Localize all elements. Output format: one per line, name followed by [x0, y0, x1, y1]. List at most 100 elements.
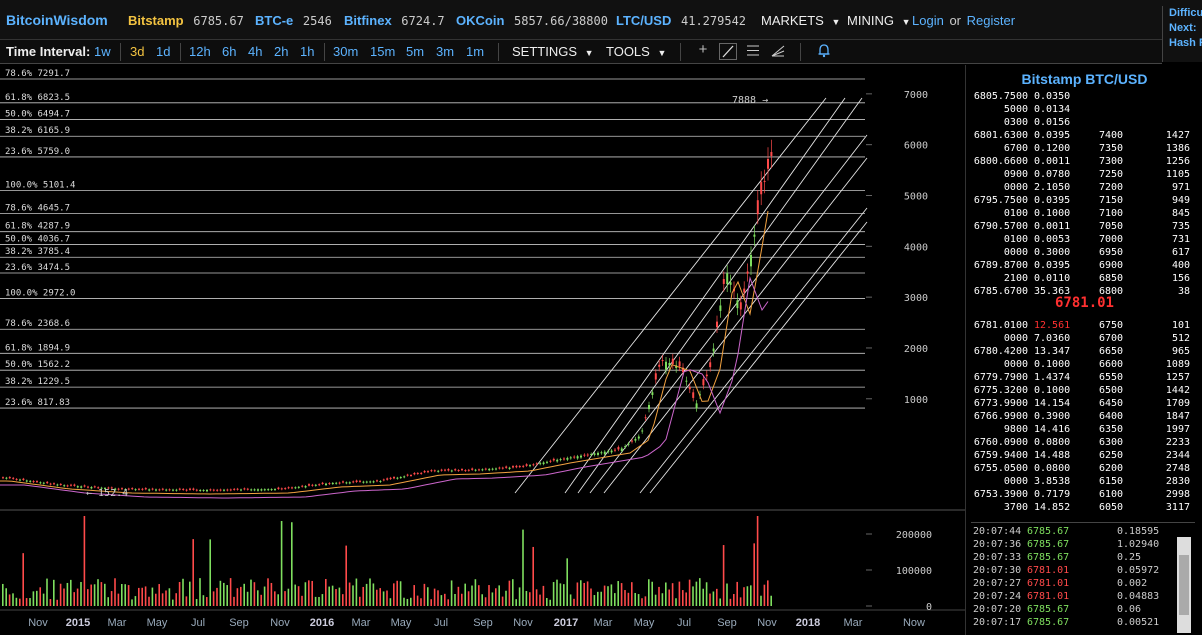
bid-row[interactable]: 3700 14.852 6050 3117 — [966, 502, 1196, 515]
ask-row[interactable]: 6801.6300 0.0395 7400 1427 — [966, 130, 1196, 143]
volume-bar — [287, 588, 290, 606]
interval-15m[interactable]: 15m — [370, 44, 396, 59]
bid-row[interactable]: 0000 7.0360 6700 512 — [966, 333, 1196, 346]
ask-row[interactable]: 6805.7500 0.0350 — [966, 91, 1196, 104]
interval-3m[interactable]: 3m — [436, 44, 455, 59]
ticker-okcoin[interactable]: OKCoin 5857.66/38800 — [456, 13, 608, 28]
ask-row[interactable]: 5000 0.0134 — [966, 104, 1196, 117]
candle — [348, 481, 351, 485]
ask-row[interactable]: 6790.5700 0.0011 7050 735 — [966, 221, 1196, 234]
candle-body — [695, 403, 698, 409]
bid-row[interactable]: 6780.4200 13.347 6650 965 — [966, 346, 1196, 359]
ask-row[interactable]: 2100 0.0110 6850 156 — [966, 273, 1196, 286]
candle-body — [423, 470, 426, 473]
scrollbar-thumb[interactable] — [1179, 555, 1189, 615]
ticker-bitfinex[interactable]: Bitfinex 6724.7 — [344, 13, 445, 28]
trades-scrollbar[interactable] — [1177, 537, 1191, 633]
ticker-ltcusd[interactable]: LTC/USD 41.279542 — [616, 13, 746, 28]
bid-row[interactable]: 0000 0.1000 6600 1089 — [966, 359, 1196, 372]
ask-row[interactable]: 0100 0.1000 7100 845 — [966, 208, 1196, 221]
trade-amount: 0.002 — [1117, 578, 1148, 589]
bid-row[interactable]: 6755.0500 0.0800 6200 2748 — [966, 463, 1196, 476]
candle-body — [287, 487, 290, 489]
settings-menu[interactable]: SETTINGS ▼ — [512, 44, 594, 59]
or-text: or — [949, 13, 961, 28]
interval-6h[interactable]: 6h — [222, 44, 237, 59]
bid-row[interactable]: 9800 14.416 6350 1997 — [966, 424, 1196, 437]
ask-row[interactable]: 6700 0.1200 7350 1386 — [966, 143, 1196, 156]
candle-body — [372, 481, 375, 483]
bid-row[interactable]: 6766.9900 0.3900 6400 1847 — [966, 411, 1196, 424]
ask-amount: 0.0395 — [1034, 195, 1071, 206]
ask-row[interactable]: 6785.6700 35.363 6800 38 — [966, 286, 1196, 299]
candle-body — [158, 489, 161, 491]
price-chart[interactable]: 100.0% 7888.078.6% 7291.761.8% 6823.550.… — [0, 65, 965, 635]
interval-12h[interactable]: 12h — [189, 44, 211, 59]
ticker-btce[interactable]: BTC-e 2546 — [255, 13, 332, 28]
interval-4h[interactable]: 4h — [248, 44, 263, 59]
register-link[interactable]: Register — [966, 13, 1016, 28]
ask-row[interactable]: 0900 0.0780 7250 1105 — [966, 169, 1196, 182]
volume-bar — [325, 578, 327, 606]
ask-row[interactable]: 6800.6600 0.0011 7300 1256 — [966, 156, 1196, 169]
ask-row[interactable]: 0300 0.0156 — [966, 117, 1196, 130]
interval-1w[interactable]: 1w — [94, 44, 111, 59]
ask-row[interactable]: 0000 2.1050 7200 971 — [966, 182, 1196, 195]
candle-body — [702, 379, 705, 386]
volume-bar — [433, 588, 436, 606]
candle — [144, 487, 147, 491]
bid-price: 6775.3200 — [973, 385, 1028, 396]
interval-1h[interactable]: 1h — [300, 44, 315, 59]
volume-bar — [195, 599, 198, 606]
ask-row[interactable]: 6795.7500 0.0395 7150 949 — [966, 195, 1196, 208]
bid-row[interactable]: 6759.9400 14.488 6250 2344 — [966, 450, 1196, 463]
ticker-name: LTC/USD — [616, 13, 672, 28]
trade-row: 20:07:36 6785.67 1.02940 — [971, 539, 1176, 552]
trade-price: 6781.01 — [1027, 565, 1070, 576]
alert-bell-icon[interactable] — [815, 43, 833, 60]
chevron-down-icon: ▼ — [584, 48, 594, 58]
markets-menu[interactable]: MARKETS ▼ — [761, 13, 840, 28]
interval-3d[interactable]: 3d — [130, 44, 145, 59]
volume-bar — [199, 578, 201, 606]
depth-price: 6300 — [1099, 437, 1124, 448]
site-logo[interactable]: BitcoinWisdom — [6, 12, 108, 28]
bid-row[interactable]: 6773.9900 14.154 6450 1709 — [966, 398, 1196, 411]
interval-30m[interactable]: 30m — [333, 44, 359, 59]
volume-bar — [508, 580, 511, 606]
interval-5m[interactable]: 5m — [406, 44, 425, 59]
bid-row[interactable]: 6760.0900 0.0800 6300 2233 — [966, 437, 1196, 450]
ask-row[interactable]: 0000 0.3000 6950 617 — [966, 247, 1196, 260]
trade-row: 20:07:27 6781.01 0.002 — [971, 578, 1176, 591]
login-link[interactable]: Login — [912, 13, 944, 28]
mining-menu[interactable]: MINING ▼ — [847, 13, 911, 28]
candle — [121, 487, 123, 491]
candle-body — [549, 460, 552, 462]
interval-2h[interactable]: 2h — [274, 44, 289, 59]
bid-row[interactable]: 6781.0100 12.561 6750 101 — [966, 320, 1196, 333]
difficulty-panel[interactable]: Difficu Next: Hash R — [1162, 6, 1202, 62]
bid-row[interactable]: 6775.3200 0.1000 6500 1442 — [966, 385, 1196, 398]
bid-row[interactable]: 6779.7900 1.4374 6550 1257 — [966, 372, 1196, 385]
fib-fan-icon[interactable] — [769, 43, 787, 60]
candle-body — [42, 482, 45, 484]
candle-body — [257, 489, 259, 491]
candle — [376, 479, 378, 483]
time-interval-label: Time Interval: — [6, 44, 91, 59]
volume-bar — [658, 586, 660, 606]
ask-row[interactable]: 6789.8700 0.0395 6900 400 — [966, 260, 1196, 273]
volume-bar — [182, 578, 184, 606]
crosshair-icon[interactable]: + — [698, 41, 708, 58]
ticker-bitstamp[interactable]: Bitstamp 6785.67 — [128, 13, 244, 28]
bid-row[interactable]: 6753.3900 0.7179 6100 2998 — [966, 489, 1196, 502]
tools-menu[interactable]: TOOLS ▼ — [606, 44, 666, 59]
interval-1d[interactable]: 1d — [156, 44, 171, 59]
fib-retracement-icon[interactable] — [744, 43, 762, 60]
ask-row[interactable]: 0100 0.0053 7000 731 — [966, 234, 1196, 247]
order-book-title[interactable]: Bitstamp BTC/USD — [1021, 71, 1148, 87]
fan-line — [649, 221, 868, 494]
trendline-tool-icon[interactable] — [719, 43, 737, 60]
bid-row[interactable]: 0000 3.8538 6150 2830 — [966, 476, 1196, 489]
interval-1m[interactable]: 1m — [466, 44, 485, 59]
candle-body — [651, 392, 654, 395]
